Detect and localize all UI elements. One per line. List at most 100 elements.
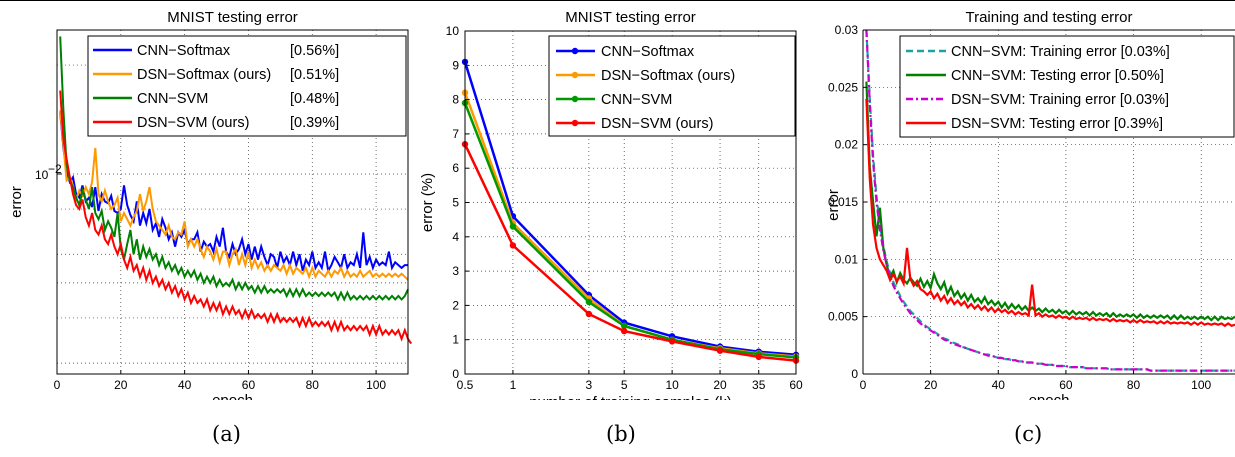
x-tick-label: 100 [366,378,386,392]
y-tick-label: 0.005 [828,310,858,324]
top-rule [0,0,1235,1]
series-line-3 [865,98,1235,328]
legend-annotation: [0.39%] [290,115,339,131]
y-tick-label: 0.025 [828,80,858,94]
legend-marker [571,95,579,103]
y-tick-label: 0 [851,367,858,381]
x-tick-label: 10 [665,378,679,392]
y-tick-label: 0.02 [835,138,859,152]
legend: CNN−SVM: Training error [0.03%] CNN−SVM: … [899,35,1235,138]
legend-label: DSN−SVM (ours) [601,116,713,132]
legend-label: DSN−Softmax (ours) [137,67,271,83]
chart-title: MNIST testing error [565,9,696,26]
chart-title: Training and testing error [965,9,1132,26]
data-point [621,322,628,330]
y-tick-label: 0 [452,367,459,381]
y-tick-label: 2 [452,298,459,312]
caption-b: (b) [606,422,636,446]
legend-label: CNN−SVM [137,91,208,107]
legend: CNN−Softmax DSN−Softmax (ours) CNN−SVM DSN−… [548,35,796,137]
chart-panel-c: Training and testing error 0 20 40 60 80 100 0 0… [822,0,1235,400]
legend-marker [571,119,579,127]
data-point [621,327,628,335]
legend-label: CNN−SVM: Testing error [0.50%] [951,68,1164,84]
y-tick-label: 4 [452,230,459,244]
legend-annotation: [0.56%] [290,43,339,59]
chart-panel-a: MNIST testing error 0 20 40 60 80 100 10−2 epoch… [0,0,412,400]
y-tick-label: 5 [452,196,459,210]
y-tick-label: 0.03 [835,23,859,37]
x-axis-label: number of training samples (k) [529,394,732,400]
legend-label: DSN−Softmax (ours) [601,68,735,84]
x-tick-label: 1 [510,378,517,392]
y-axis-label: error (%) [419,173,436,232]
x-tick-label: 3 [586,378,593,392]
y-tick-label: 1 [452,333,459,347]
legend-box [548,35,796,137]
caption-c: (c) [1014,422,1043,446]
training-testing-error-chart: Training and testing error 0 20 40 60 80 100 0 0… [825,9,1235,400]
x-axis-label: epoch [1029,392,1070,400]
x-tick-label: 20 [713,378,727,392]
y-axis-label: error [8,186,25,218]
x-tick-label: 60 [242,378,256,392]
data-point [585,298,593,306]
legend-annotation: [0.48%] [290,91,339,107]
caption-a: (a) [212,422,241,446]
x-tick-label: 100 [1191,378,1211,392]
legend-box [899,35,1235,138]
data-point [585,310,593,318]
data-point [509,223,517,230]
y-tick-label: 0.015 [828,195,858,209]
series-line-1 [865,81,1235,322]
x-tick-label: 0 [54,378,61,392]
plot-frame [56,29,409,375]
x-tick-label: 40 [178,378,192,392]
data-point [716,347,724,354]
data-point [509,242,517,249]
series-line-3 [59,90,412,345]
data-point [668,338,676,345]
x-tick-label: 35 [752,378,766,392]
series-line-2 [59,36,409,302]
y-tick-label: 0.01 [835,252,859,266]
y-tick-exponent: −2 [48,162,62,176]
series-line-2 [463,102,797,359]
x-tick-label: 0 [860,378,867,392]
x-tick-label: 0.5 [457,378,474,392]
x-tick-label: 80 [1127,378,1141,392]
y-axis-label: error [825,189,842,221]
series-line-3 [463,143,797,362]
y-tick-label: 10 [446,24,460,38]
legend-marker [571,47,579,55]
x-tick-label: 80 [306,378,320,392]
x-tick-label: 60 [789,378,803,392]
y-tick-label: 9 [452,58,459,72]
y-tick-label: 7 [452,127,459,141]
x-tick-label: 20 [114,378,128,392]
legend-label: DSN−SVM: Testing error [0.39%] [951,116,1163,132]
series-line-1 [59,110,409,281]
data-point [755,353,762,361]
x-axis-label: epoch [212,392,253,400]
legend-label: DSN−SVM (ours) [137,115,249,131]
y-tick-label: 3 [452,264,459,278]
x-tick-label: 20 [924,378,938,392]
legend-label: CNN−SVM: Training error [0.03%] [951,44,1170,60]
x-tick-label: 5 [621,378,628,392]
legend: CNN−Softmax [0.56%] DSN−Softmax (ours) [0.5… [87,35,407,137]
x-tick-label: 40 [992,378,1006,392]
legend-annotation: [0.51%] [290,67,339,83]
x-tick-label: 60 [1059,378,1073,392]
legend-label: CNN−Softmax [137,43,231,59]
series-line-0 [865,29,1235,372]
y-tick-label: 8 [452,93,459,107]
y-tick-label: 10 [35,168,49,182]
y-tick-label: 6 [452,161,459,175]
legend-label: DSN−SVM: Training error [0.03%] [951,92,1169,108]
legend-box [87,35,407,137]
series-line-0 [59,112,408,274]
legend-label: CNN−Softmax [601,44,695,60]
legend-marker [571,71,579,79]
